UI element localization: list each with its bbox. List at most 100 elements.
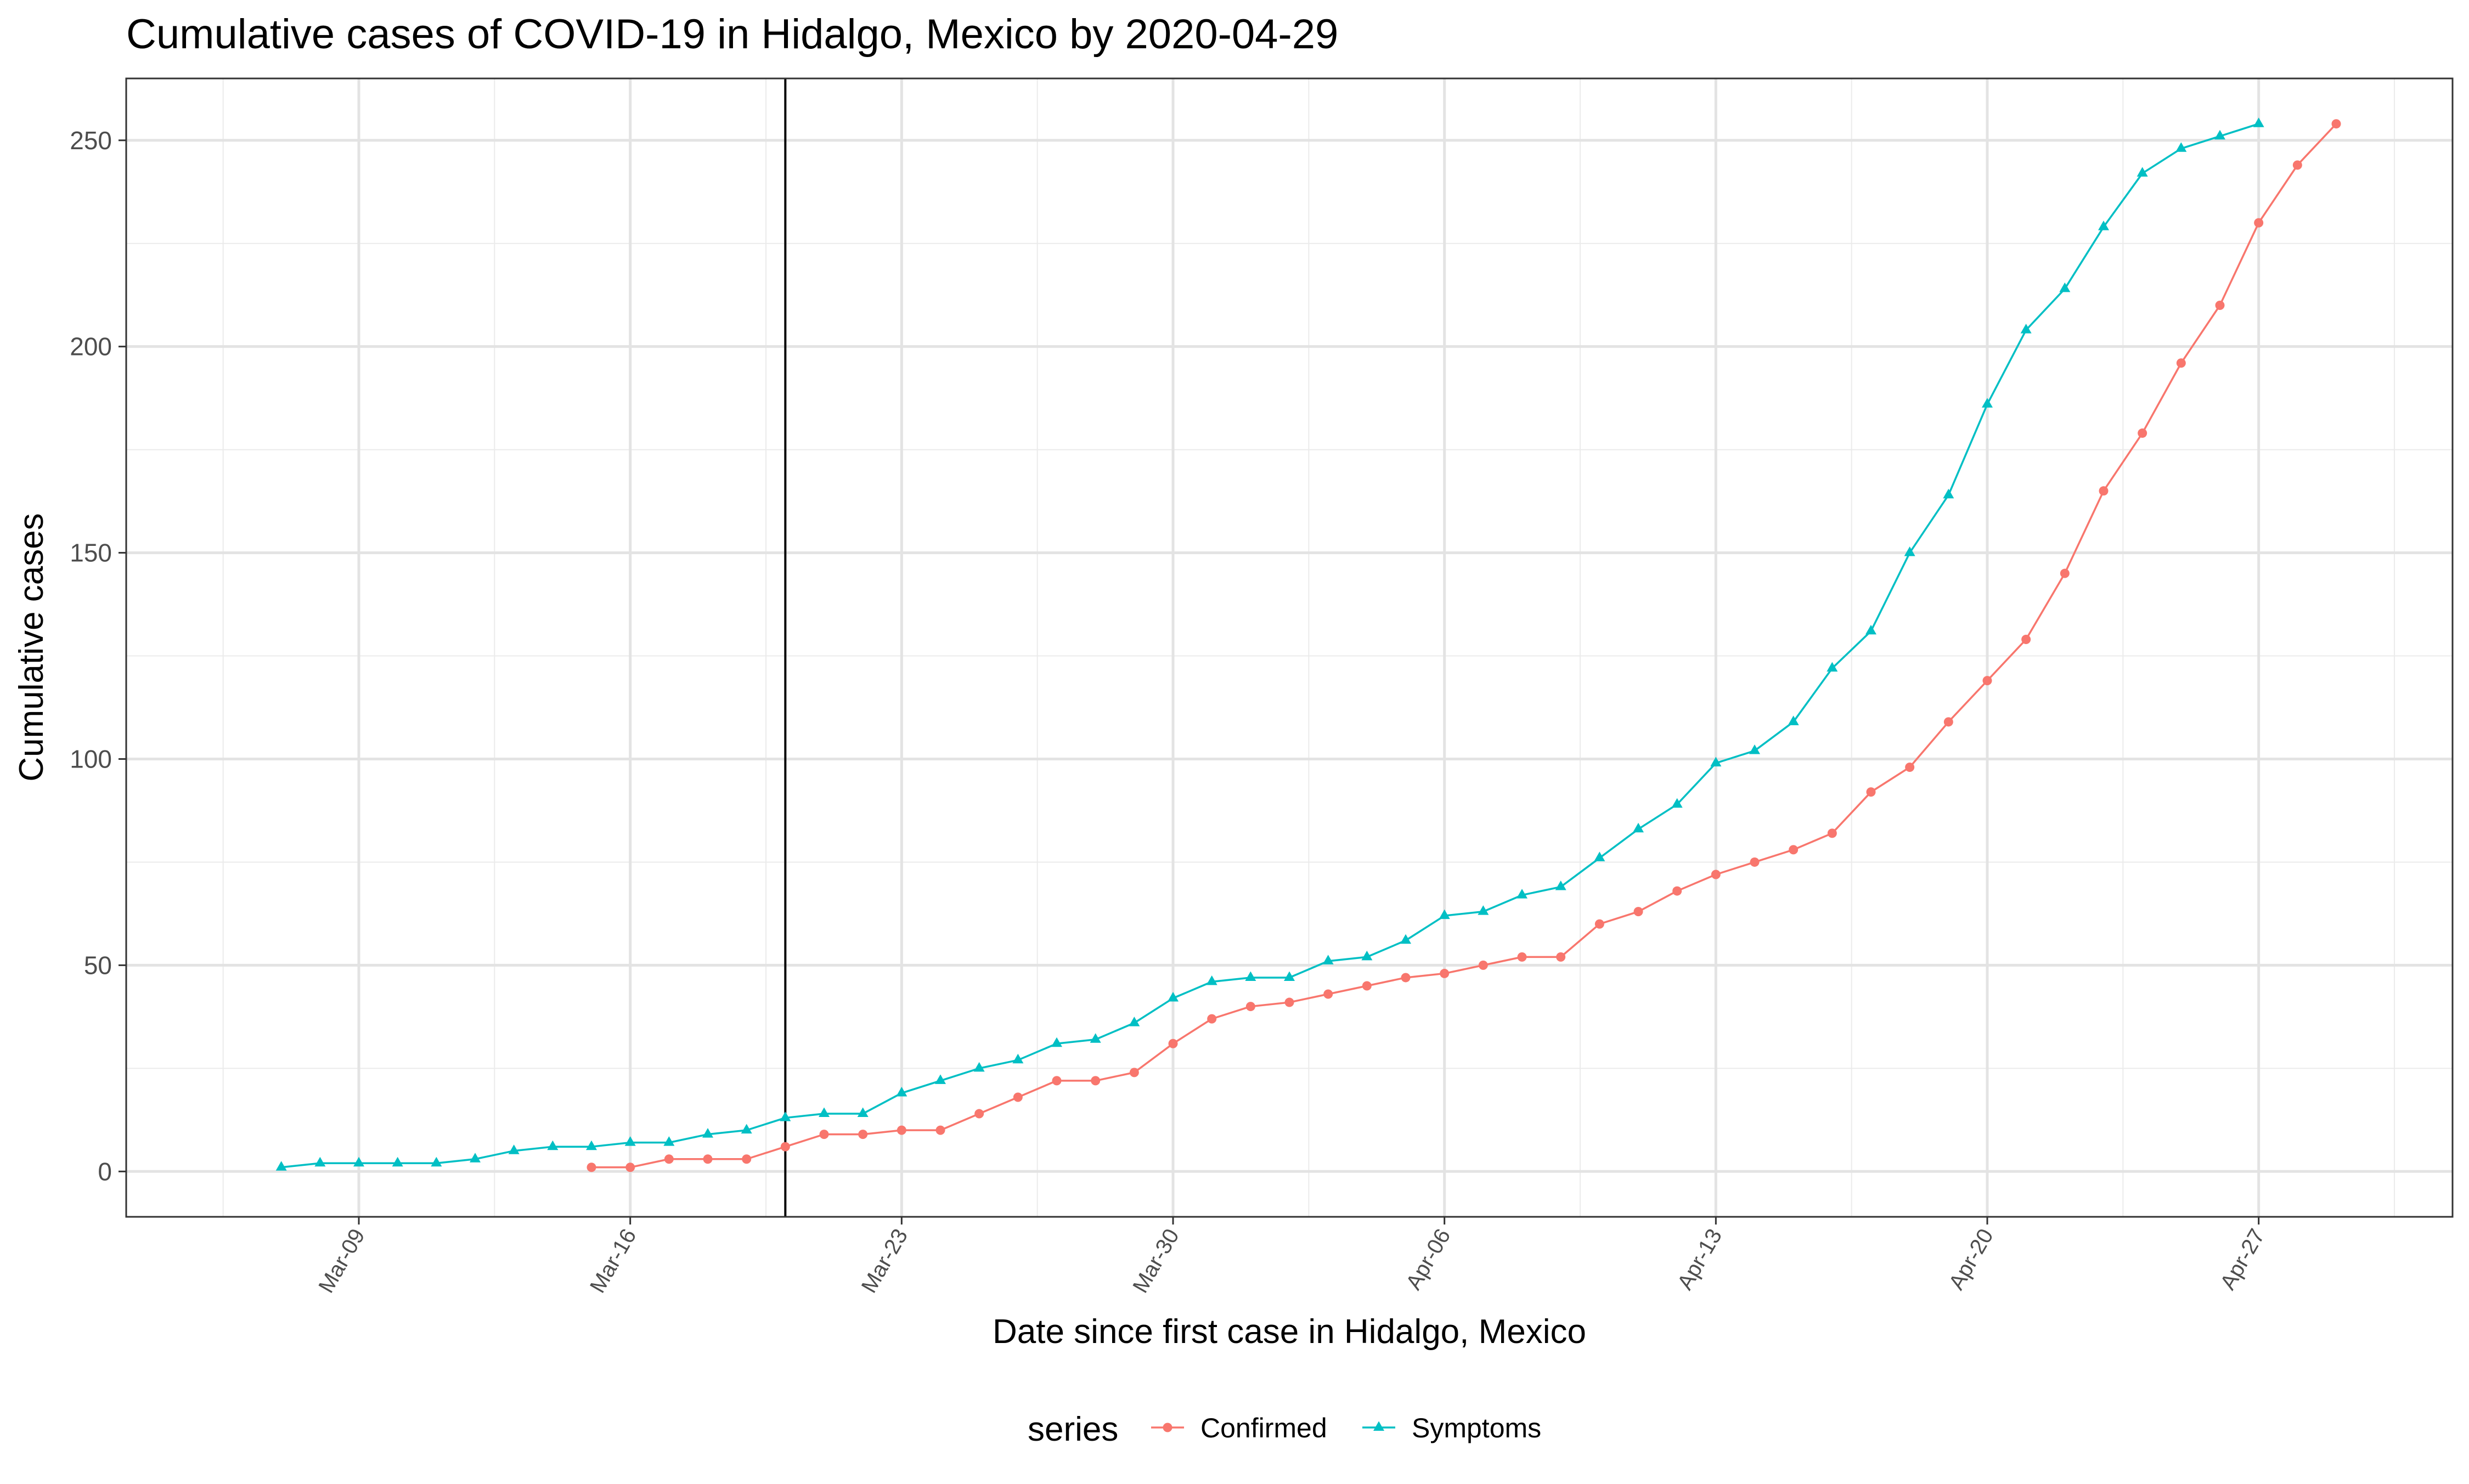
data-point-symptoms bbox=[663, 1136, 675, 1146]
data-point-confirmed bbox=[1750, 857, 1760, 867]
data-point-confirmed bbox=[1827, 828, 1837, 838]
y-axis: 0 50 100 150 200 250 bbox=[70, 126, 126, 1186]
data-point-symptoms bbox=[314, 1156, 326, 1167]
data-point-confirmed bbox=[1556, 952, 1566, 962]
data-point-symptoms bbox=[973, 1062, 985, 1072]
data-point-confirmed bbox=[587, 1163, 596, 1172]
data-point-symptoms bbox=[780, 1111, 791, 1121]
grid-layer bbox=[126, 78, 2453, 1217]
legend-label-symptoms: Symptoms bbox=[1412, 1413, 1541, 1443]
data-point-confirmed bbox=[2060, 568, 2070, 578]
legend-items: Confirmed Symptoms bbox=[1151, 1413, 1541, 1443]
legend-item-confirmed: Confirmed bbox=[1151, 1413, 1327, 1443]
data-point-symptoms bbox=[1206, 975, 1217, 985]
data-point-symptoms bbox=[431, 1156, 442, 1167]
series-symptoms bbox=[275, 117, 2264, 1171]
series-confirmed bbox=[587, 119, 2341, 1172]
data-point-confirmed bbox=[897, 1125, 906, 1135]
data-point-confirmed bbox=[1633, 907, 1643, 917]
data-point-confirmed bbox=[1594, 919, 1604, 929]
data-point-symptoms bbox=[1012, 1053, 1024, 1064]
data-point-symptoms bbox=[1051, 1037, 1062, 1047]
data-point-symptoms bbox=[624, 1136, 636, 1146]
data-point-confirmed bbox=[1440, 968, 1450, 978]
data-point-confirmed bbox=[1013, 1092, 1023, 1102]
data-point-symptoms bbox=[1788, 715, 1799, 725]
data-point-symptoms bbox=[2059, 282, 2071, 292]
data-point-symptoms bbox=[935, 1074, 946, 1084]
data-point-symptoms bbox=[1865, 624, 1876, 635]
y-tick-label: 150 bbox=[70, 539, 112, 567]
data-point-symptoms bbox=[1284, 971, 1295, 981]
data-point-symptoms bbox=[819, 1107, 830, 1118]
series-layer bbox=[275, 117, 2341, 1172]
data-point-symptoms bbox=[353, 1156, 364, 1167]
legend-key-marker-confirmed bbox=[1163, 1423, 1173, 1432]
data-point-symptoms bbox=[1439, 909, 1450, 919]
x-axis-title: Date since first case in Hidalgo, Mexico bbox=[993, 1313, 1586, 1351]
plot-panel bbox=[126, 78, 2453, 1217]
data-point-symptoms bbox=[1245, 971, 1256, 981]
data-point-confirmed bbox=[1168, 1039, 1178, 1048]
data-point-confirmed bbox=[1323, 989, 1333, 999]
data-point-confirmed bbox=[2099, 486, 2109, 496]
data-point-confirmed bbox=[664, 1154, 674, 1164]
data-point-symptoms bbox=[586, 1140, 597, 1150]
data-point-confirmed bbox=[1982, 676, 1992, 686]
data-point-confirmed bbox=[1478, 960, 1488, 970]
data-point-symptoms bbox=[2098, 221, 2109, 230]
data-point-symptoms bbox=[547, 1140, 559, 1150]
data-point-symptoms bbox=[1361, 950, 1373, 961]
series-line-symptoms bbox=[281, 123, 2259, 1169]
data-point-confirmed bbox=[2292, 160, 2302, 170]
data-point-confirmed bbox=[1517, 952, 1527, 962]
data-point-symptoms bbox=[896, 1086, 907, 1097]
legend-item-symptoms: Symptoms bbox=[1362, 1413, 1541, 1443]
data-point-confirmed bbox=[1284, 997, 1294, 1007]
data-point-symptoms bbox=[2253, 117, 2264, 127]
data-point-symptoms bbox=[2214, 129, 2225, 140]
data-point-confirmed bbox=[1362, 981, 1372, 991]
data-point-confirmed bbox=[1401, 973, 1411, 983]
data-point-symptoms bbox=[857, 1107, 869, 1118]
data-point-symptoms bbox=[1633, 822, 1644, 833]
data-point-symptoms bbox=[2137, 167, 2148, 177]
data-point-confirmed bbox=[2138, 428, 2147, 438]
data-point-confirmed bbox=[935, 1125, 945, 1135]
data-point-confirmed bbox=[703, 1154, 713, 1164]
data-point-confirmed bbox=[1789, 845, 1799, 855]
data-point-symptoms bbox=[470, 1153, 481, 1163]
data-point-confirmed bbox=[2176, 358, 2186, 368]
y-axis-title: Cumulative cases bbox=[13, 513, 50, 781]
data-point-confirmed bbox=[974, 1109, 984, 1119]
data-point-symptoms bbox=[702, 1128, 713, 1138]
legend: series Confirmed Symptoms bbox=[1028, 1410, 1541, 1448]
y-tick-label: 50 bbox=[84, 951, 112, 979]
data-point-symptoms bbox=[1517, 889, 1527, 899]
data-point-symptoms bbox=[1749, 744, 1760, 754]
data-point-symptoms bbox=[1671, 798, 1683, 808]
data-point-confirmed bbox=[2021, 634, 2031, 644]
data-point-confirmed bbox=[1207, 1014, 1217, 1024]
data-point-symptoms bbox=[1400, 934, 1411, 944]
data-point-confirmed bbox=[1129, 1068, 1139, 1077]
chart-title: Cumulative cases of COVID-19 in Hidalgo,… bbox=[126, 11, 1338, 58]
data-point-confirmed bbox=[780, 1142, 790, 1152]
y-tick-label: 100 bbox=[70, 744, 112, 773]
data-point-symptoms bbox=[1555, 881, 1566, 890]
data-point-confirmed bbox=[1245, 1002, 1255, 1012]
data-point-confirmed bbox=[742, 1154, 752, 1164]
data-point-symptoms bbox=[1943, 488, 1954, 499]
data-point-symptoms bbox=[1594, 851, 1605, 861]
data-point-symptoms bbox=[392, 1156, 403, 1167]
y-tick-label: 200 bbox=[70, 332, 112, 361]
data-point-symptoms bbox=[1129, 1017, 1140, 1026]
data-point-symptoms bbox=[508, 1144, 520, 1154]
y-tick-label: 0 bbox=[98, 1157, 112, 1186]
data-point-symptoms bbox=[1090, 1033, 1101, 1043]
data-point-symptoms bbox=[1827, 662, 1838, 672]
legend-label-confirmed: Confirmed bbox=[1200, 1413, 1327, 1443]
data-point-confirmed bbox=[1052, 1076, 1062, 1086]
